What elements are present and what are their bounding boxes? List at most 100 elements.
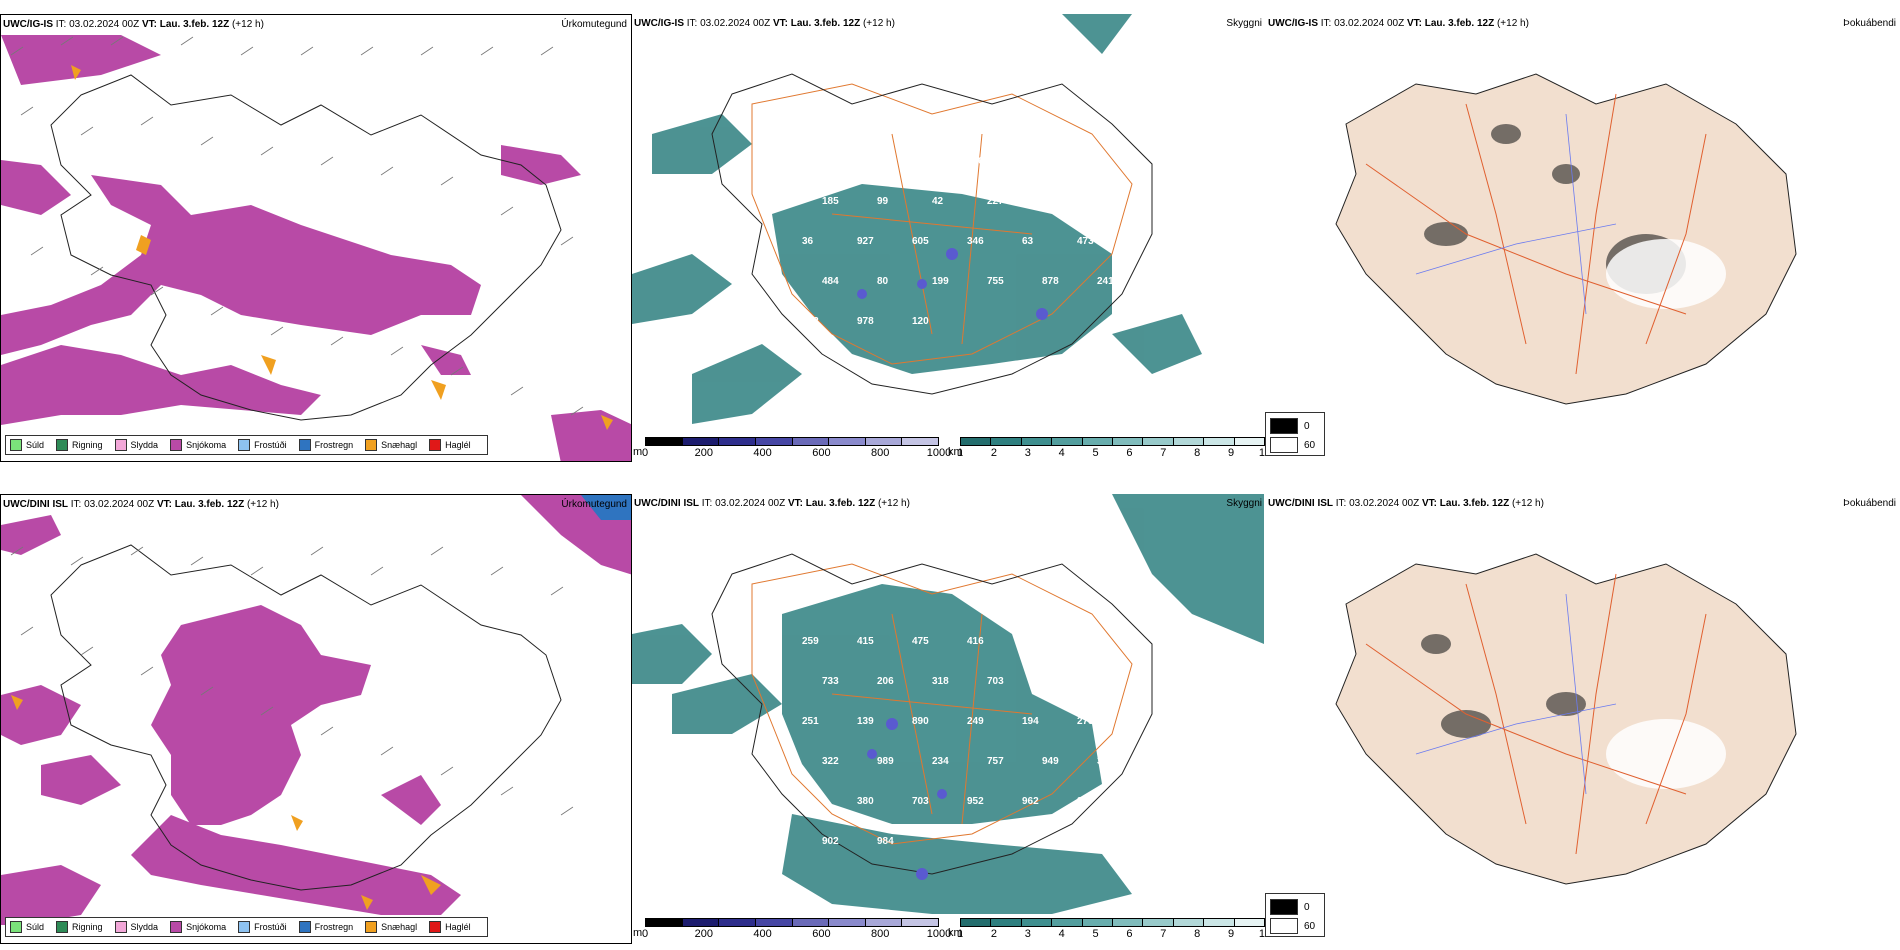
colorbar-tick: 8 [1194,447,1201,459]
colorbar-segment [792,919,830,926]
panel-title: UWC/IG-IS IT: 03.02.2024 00Z VT: Lau. 3.… [634,18,895,29]
visibility-value-label: 251 [802,716,819,727]
legend-item: Snjókoma [170,439,226,451]
visibility-value-label: 703 [987,676,1004,687]
colorbar-tick: 8 [1194,928,1201,940]
visibility-value-label: 84 [802,796,814,807]
visibility-map-top: 443 379 218 166 134 258 185 99 42 227 509 849 36 927 6… [632,14,1202,424]
colorbar-segment [1113,919,1144,926]
colorbar-tick: 4 [1058,928,1065,940]
visibility-value-label: 878 [1042,276,1059,287]
legend-item: Rigning [56,439,103,451]
panel-title: UWC/DINI ISL IT: 03.02.2024 00Z VT: Lau.… [1268,498,1544,509]
colorbar-segment [682,438,720,445]
visibility-value-label: 249 [967,716,984,727]
visibility-value-label: 733 [822,676,839,687]
visibility-value-label: 218 [912,156,929,167]
visibility-value-label: 206 [877,676,894,687]
colorbar-segment [829,919,866,926]
visibility-value-label: 978 [857,316,874,327]
fog-map-top [1335,73,1797,405]
colorbar-segment [755,438,793,445]
visibility-value-label: 194 [1022,716,1039,727]
colorbar-tick: 3 [1024,447,1031,459]
panel-field-name: Úrkomutegund [561,19,627,30]
colorbar-tick: 1 [956,447,964,459]
panel-field-name: Þokuábendi [1843,498,1896,509]
visibility-value-label: 139 [857,716,874,727]
fog-index-panel-bottom: UWC/DINI ISL IT: 03.02.2024 00Z VT: Lau.… [1266,494,1900,934]
colorbar-segment [1021,438,1053,445]
panel-title: UWC/IG-IS IT: 03.02.2024 00Z VT: Lau. 3.… [1268,18,1529,29]
colorbar-segment [792,438,830,445]
colorbar-segment [865,438,903,445]
legend-item: Slydda [114,439,158,451]
visibility-value-label: 952 [967,796,984,807]
precip-map-top [1,35,631,461]
colorbar-tick: 400 [753,928,772,940]
colorbar-segment [1113,438,1144,445]
visibility-map-bottom: 259 415 475 416 170 380 733 206 318 703 326 269 251 1… [632,494,1264,914]
colorbar-segment [719,919,756,926]
visibility-value-label: 134 [1022,156,1039,167]
colorbar-tick: 0 [641,447,649,459]
colorbar-segment [1082,438,1114,445]
visibility-value-label: 241 [1097,276,1114,287]
visibility-value-label: 605 [912,236,929,247]
visibility-panel-top: 443 379 218 166 134 258 185 99 42 227 509 849 36 927 6… [632,14,1264,434]
legend-item: Slydda [114,921,158,933]
colorbar-tick: 200 [694,928,713,940]
visibility-value-label: 962 [1022,796,1039,807]
colorbar-tick: 1000 [926,928,952,940]
visibility-value-label: 346 [967,236,984,247]
visibility-value-label: 63 [1022,236,1034,247]
visibility-value-label: 42 [932,196,944,207]
fog-index-legend-top: 0 60 [1265,412,1325,456]
visibility-value-label: 949 [1042,756,1059,767]
colorbar-tick: 600 [812,447,831,459]
visibility-value-label: 99 [877,196,889,207]
legend-item: Súld [10,921,44,933]
colorbar-segment [755,919,793,926]
legend-item: Frostúði [238,921,287,933]
panel-title: UWC/DINI ISL IT: 03.02.2024 00Z VT: Lau.… [3,499,279,510]
colorbar-segment [902,919,938,926]
visibility-value-label: 380 [1077,636,1094,647]
colorbar-tick: 9 [1228,928,1235,940]
colorbar-segment [646,438,683,445]
visibility-scale-km-bottom: 12345678910 km [948,918,1271,941]
visibility-value-label: 322 [822,756,839,767]
colorbar-tick: 5 [1092,928,1099,940]
colorbar-tick: 9 [1228,447,1235,459]
panel-field-name: Úrkomutegund [561,499,627,510]
panel-field-name: Skyggni [1226,18,1262,29]
colorbar-tick: 7 [1160,928,1167,940]
colorbar-tick: 800 [871,447,890,459]
colorbar-segment [991,438,1022,445]
visibility-value-label: 380 [857,796,874,807]
visibility-value-label: 259 [802,636,819,647]
legend-item: Snjókoma [170,921,226,933]
visibility-value-label: 890 [912,716,929,727]
visibility-value-label: 849 [1097,196,1114,207]
colorbar-tick: 200 [694,447,713,459]
visibility-value-label: 234 [932,756,949,767]
legend-item: Haglél [429,439,471,451]
precip-map-bottom [1,495,631,925]
colorbar-segment [961,438,992,445]
colorbar-tick: 2 [990,928,997,940]
visibility-panel-bottom: 259 415 475 416 170 380 733 206 318 703 326 269 251 1… [632,494,1264,914]
visibility-value-label: 170 [1022,636,1039,647]
visibility-value-label: 984 [877,836,894,847]
visibility-value-label: 416 [967,636,984,647]
visibility-value-label: 318 [932,676,949,687]
precip-type-legend: Súld Rigning Slydda Snjókoma Frostúði Fr… [5,917,488,937]
visibility-value-label: 269 [1097,676,1114,687]
colorbar-segment [1204,438,1235,445]
legend-item: Súld [10,439,44,451]
visibility-value-label: 475 [912,636,929,647]
visibility-value-label: 166 [967,156,984,167]
colorbar-tick: 0 [641,928,649,940]
visibility-value-label: 967 [1077,796,1094,807]
precip-type-legend: Súld Rigning Slydda Snjókoma Frostúði Fr… [5,435,488,455]
